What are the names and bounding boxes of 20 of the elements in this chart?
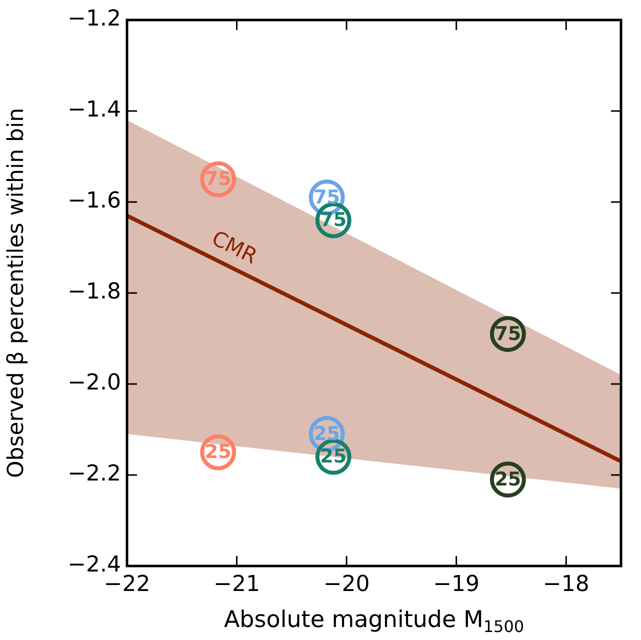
series-label: 25	[314, 422, 340, 445]
x-tick-label: −20	[323, 572, 370, 597]
text: 75	[204, 168, 232, 190]
y-tick-label: −1.6	[68, 188, 121, 214]
y-tick-label: −2.0	[68, 370, 121, 396]
y-tick-label: −2.2	[68, 462, 121, 487]
x-tick-label: −21	[214, 572, 260, 597]
x-tick-label: −19	[433, 572, 480, 597]
text: 25	[204, 441, 232, 464]
y-tick-label: −1.2	[68, 6, 121, 32]
x-tick-label: −18	[542, 572, 590, 597]
text: 75	[494, 322, 522, 345]
y-axis-title: Observed β percentiles within bin	[4, 108, 29, 478]
series-label: 75	[314, 186, 340, 208]
text: 75	[320, 209, 347, 232]
text: 25	[494, 468, 522, 490]
text: 25	[320, 446, 347, 468]
y-tick-label: −1.8	[68, 280, 121, 305]
text: CMR	[208, 226, 262, 269]
y-tick-label: −1.4	[68, 98, 121, 123]
